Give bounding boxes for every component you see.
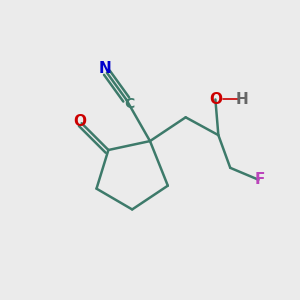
- Text: N: N: [99, 61, 112, 76]
- Text: O: O: [74, 114, 87, 129]
- Text: C: C: [125, 97, 135, 111]
- Text: H: H: [236, 92, 248, 107]
- Text: F: F: [255, 172, 265, 187]
- Text: O: O: [209, 92, 222, 107]
